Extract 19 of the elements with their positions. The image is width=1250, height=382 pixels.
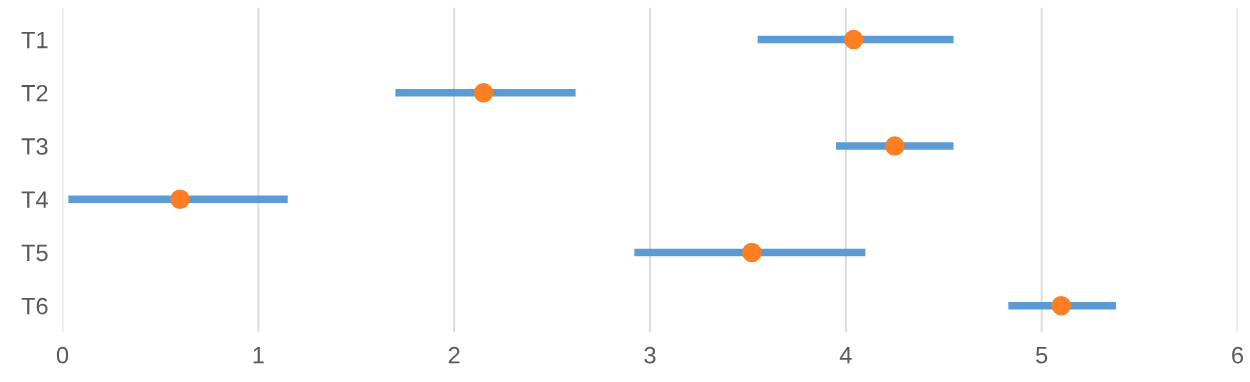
x-tick-label: 2 (448, 346, 460, 364)
point (1051, 295, 1071, 316)
point (885, 136, 905, 156)
x-tick-label: 0 (56, 346, 69, 364)
y-tick-label: T6 (21, 297, 48, 315)
y-tick-label: T2 (21, 84, 48, 102)
point (742, 242, 762, 263)
x-tick-label: 4 (839, 347, 852, 364)
y-tick-label: T3 (21, 138, 48, 155)
y-tick-label: T4 (21, 191, 48, 208)
x-tick-label: 5 (1036, 347, 1048, 364)
x-tick-label: 3 (644, 346, 656, 364)
x-tick-label: 1 (253, 347, 264, 364)
y-tick-label: T1 (21, 31, 48, 49)
point (473, 83, 494, 103)
x-tick-label: 6 (1232, 346, 1244, 364)
point (843, 29, 864, 50)
y-tick-label: T5 (21, 244, 48, 262)
point (170, 189, 190, 210)
